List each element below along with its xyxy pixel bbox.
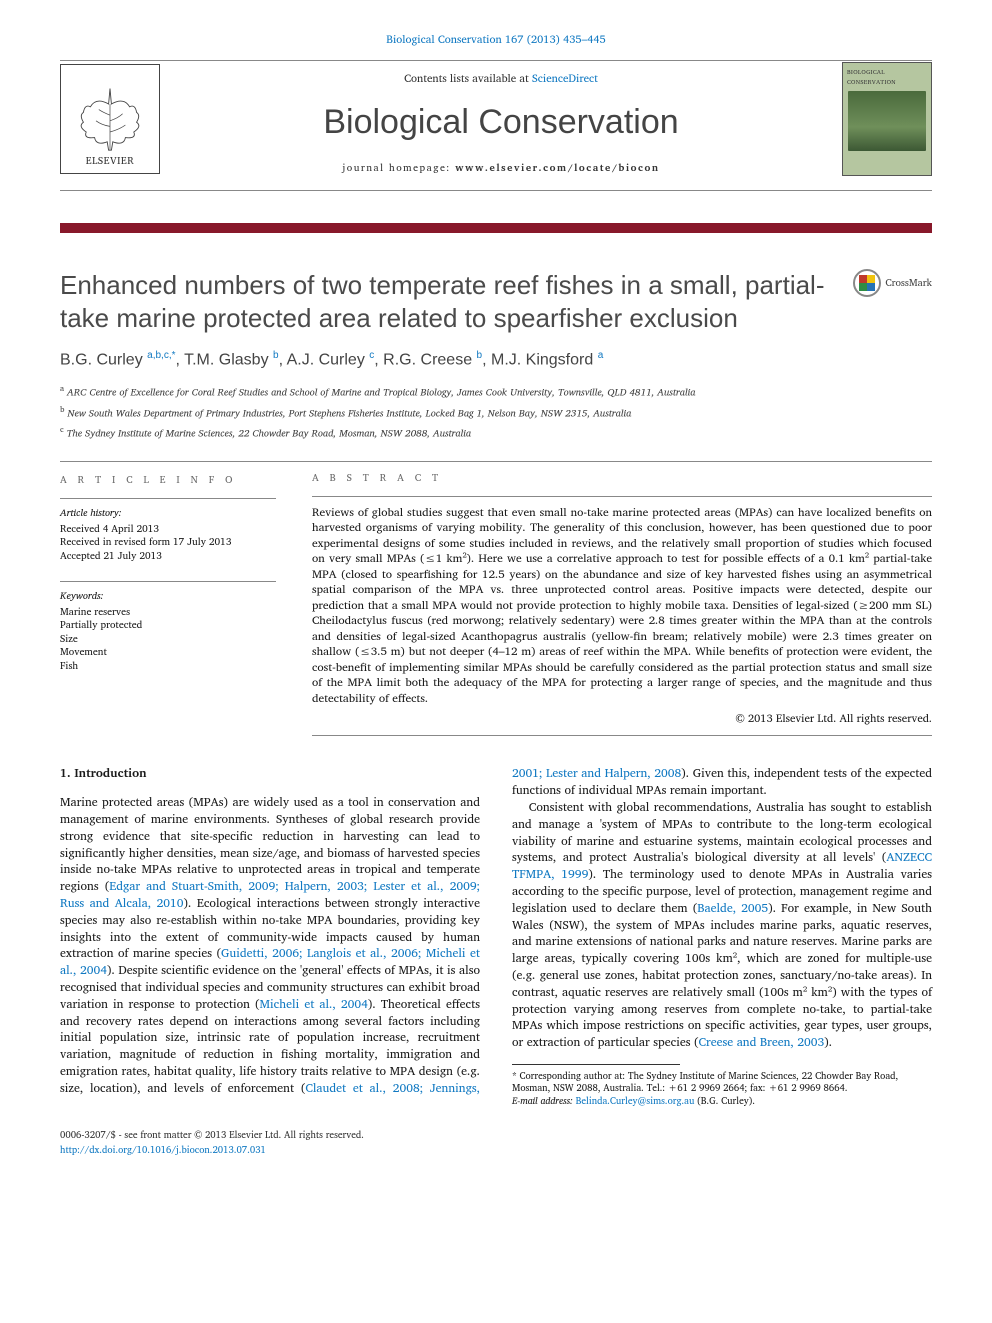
divider: [60, 581, 276, 582]
color-bar: [60, 223, 932, 233]
email-link[interactable]: Belinda.Curley@sims.org.au: [576, 1094, 695, 1109]
affiliations: a ARC Centre of Excellence for Coral Ree…: [60, 381, 932, 441]
body-text: 1. Introduction Marine protected areas (…: [0, 736, 992, 1108]
doi-link[interactable]: http://dx.doi.org/10.1016/j.biocon.2013.…: [60, 1143, 266, 1158]
affiliation: b New South Wales Department of Primary …: [60, 402, 932, 421]
top-citation-link[interactable]: Biological Conservation 167 (2013) 435–4…: [386, 30, 605, 48]
abstract-column: A B S T R A C T Reviews of global studie…: [312, 472, 932, 736]
section-heading: 1. Introduction: [60, 766, 480, 783]
journal-homepage: journal homepage: www.elsevier.com/locat…: [160, 160, 842, 176]
affiliation: a ARC Centre of Excellence for Coral Ree…: [60, 381, 932, 400]
article-info-heading: A R T I C L E I N F O: [60, 472, 276, 488]
email-label: E-mail address:: [512, 1094, 573, 1109]
email-author: (B.G. Curley).: [697, 1094, 755, 1109]
article-history: Article history: Received 4 April 2013 R…: [60, 507, 276, 563]
journal-cover-thumbnail: BIOLOGICAL CONSERVATION: [842, 62, 932, 176]
publisher-name: ELSEVIER: [86, 153, 134, 169]
publisher-logo: ELSEVIER: [60, 64, 160, 174]
affiliation: c The Sydney Institute of Marine Science…: [60, 422, 932, 441]
journal-name: Biological Conservation: [160, 103, 842, 142]
footnote-rule: [512, 1064, 680, 1065]
citation-link[interactable]: Creese and Breen, 2003: [699, 1033, 825, 1052]
contents-line: Contents lists available at ScienceDirec…: [160, 69, 842, 87]
authors: B.G. Curley a,b,c,*, T.M. Glasby b, A.J.…: [60, 350, 932, 369]
masthead: ELSEVIER Contents lists available at Sci…: [0, 60, 992, 209]
front-matter-line: 0006-3207/$ - see front matter © 2013 El…: [60, 1128, 364, 1143]
abstract-heading: A B S T R A C T: [312, 472, 932, 486]
top-citation: Biological Conservation 167 (2013) 435–4…: [0, 0, 992, 60]
crossmark-badge[interactable]: CrossMark: [853, 269, 932, 297]
article-title: Enhanced numbers of two temperate reef f…: [60, 269, 841, 334]
footnotes: * Corresponding author at: The Sydney In…: [512, 1071, 932, 1108]
divider: [60, 461, 932, 462]
corresponding-author: * Corresponding author at: The Sydney In…: [512, 1071, 932, 1096]
divider: [312, 735, 932, 736]
article-info-column: A R T I C L E I N F O Article history: R…: [60, 472, 276, 736]
divider: [60, 498, 276, 499]
divider: [312, 496, 932, 497]
paragraph: Consistent with global recommendations, …: [512, 800, 932, 1052]
keywords: Keywords: Marine reserves Partially prot…: [60, 590, 276, 673]
copyright-line: © 2013 Elsevier Ltd. All rights reserved…: [312, 711, 932, 726]
abstract-text: Reviews of global studies suggest that e…: [312, 505, 932, 707]
divider: [60, 190, 932, 191]
crossmark-icon: [853, 269, 881, 297]
page-footer: 0006-3207/$ - see front matter © 2013 El…: [0, 1108, 992, 1188]
tree-icon: [75, 83, 145, 153]
sciencedirect-link[interactable]: ScienceDirect: [532, 69, 598, 87]
